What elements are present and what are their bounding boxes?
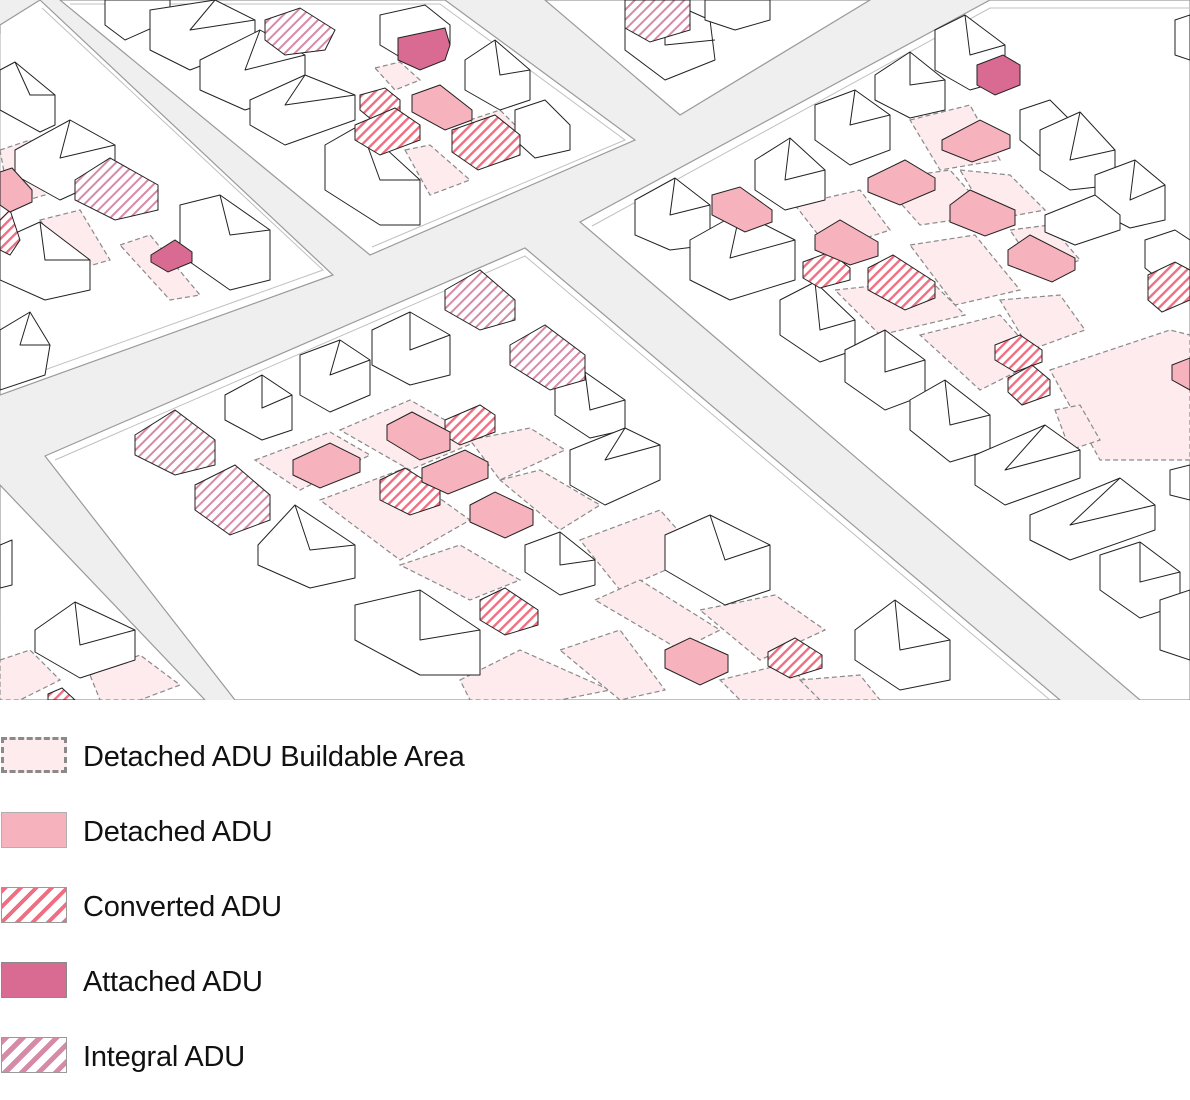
converted-adu (867, 254, 936, 311)
house (0, 539, 13, 589)
attached-adu (976, 54, 1021, 96)
integral-adu (264, 7, 336, 56)
block-center (44, 247, 1061, 700)
legend-label: Attached ADU (83, 966, 263, 998)
integral-adu (74, 157, 159, 221)
legend-item-detached-adu: Detached ADU (0, 810, 700, 850)
house (0, 221, 91, 301)
house (249, 74, 356, 146)
detached-adu (941, 119, 1011, 163)
house (664, 514, 771, 606)
converted-adu (994, 334, 1043, 373)
house (354, 589, 481, 676)
red-hatched-swatch-icon (1, 887, 67, 923)
converted-adu (354, 107, 421, 156)
detached-adus (0, 84, 1190, 686)
house (464, 39, 531, 111)
integral-adu (194, 464, 271, 536)
detached-adu (0, 167, 33, 213)
converted-adu (1007, 364, 1051, 406)
house (704, 0, 771, 31)
dashed-outline-swatch-icon (1, 737, 67, 773)
converted-adu (451, 114, 521, 171)
house (974, 424, 1081, 506)
detached-adu (386, 411, 451, 461)
detached-adu (664, 637, 729, 686)
detached-adu (867, 159, 936, 206)
house (754, 137, 826, 211)
detached-adu (421, 449, 489, 495)
house (224, 374, 293, 441)
dark-pink-swatch-icon (1, 962, 67, 998)
house (1174, 14, 1190, 61)
house (814, 89, 891, 166)
detached-adu (949, 189, 1016, 237)
house (1044, 194, 1121, 246)
detached-adu (711, 186, 773, 233)
houses (0, 0, 1190, 691)
converted-adu (379, 467, 441, 516)
legend-label: Converted ADU (83, 891, 282, 923)
converted-adu (47, 687, 76, 700)
house (874, 51, 946, 119)
detached-adu (411, 84, 473, 131)
integral-adu (509, 324, 586, 391)
legend-item-buildable-area: Detached ADU Buildable Area (0, 735, 700, 775)
neighborhood-axonometric-map (0, 0, 1190, 700)
house (0, 311, 51, 391)
converted-adu (479, 587, 539, 636)
attached-adus (150, 27, 1021, 273)
converted-adu (1147, 261, 1190, 313)
converted-adus (0, 87, 1190, 700)
converted-adu (767, 637, 823, 679)
house (524, 531, 596, 596)
house (1029, 477, 1156, 561)
legend-label: Detached ADU Buildable Area (83, 741, 465, 773)
legend-label: Detached ADU (83, 816, 273, 848)
house (569, 427, 661, 506)
house (1159, 589, 1190, 661)
mauve-hatched-swatch-icon (1, 1037, 67, 1073)
house (1169, 464, 1190, 501)
house (371, 311, 451, 386)
integral-adu (444, 269, 516, 331)
house (257, 504, 356, 589)
legend-item-attached-adu: Attached ADU (0, 960, 700, 1000)
detached-adu (1007, 234, 1076, 283)
attached-adu (150, 239, 193, 273)
attached-adu (397, 27, 451, 71)
integral-adu (134, 409, 216, 476)
curb-lines (0, 3, 1190, 700)
house (0, 61, 56, 133)
integral-adus (74, 0, 691, 536)
detached-adu (814, 219, 879, 266)
legend-label: Integral ADU (83, 1041, 246, 1073)
legend-item-integral-adu: Integral ADU (0, 1035, 700, 1075)
house (1039, 111, 1116, 191)
detached-adu (469, 491, 534, 539)
converted-adu (0, 209, 21, 256)
house (34, 601, 136, 679)
integral-adu (624, 0, 691, 43)
house (854, 599, 951, 691)
house (299, 339, 371, 413)
legend-item-converted-adu: Converted ADU (0, 885, 700, 925)
detached-adu (292, 442, 361, 489)
detached-adu (1171, 357, 1190, 391)
solid-pink-swatch-icon (1, 812, 67, 848)
